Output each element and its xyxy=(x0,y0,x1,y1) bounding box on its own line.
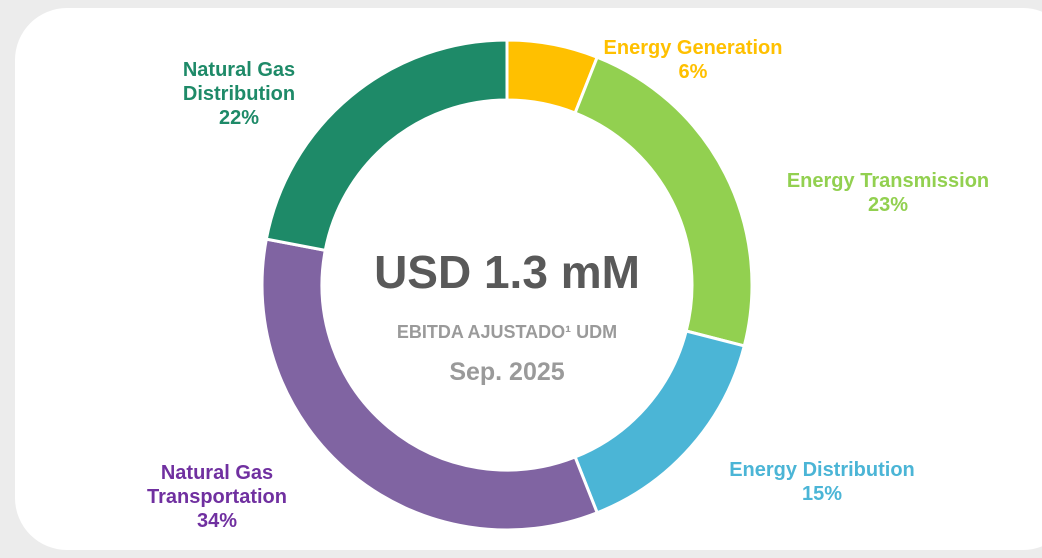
value-label: 34% xyxy=(196,510,238,532)
value-label: 15% xyxy=(801,483,843,505)
category-name: Energy Distribution xyxy=(729,459,915,481)
category-name: Energy Transmission xyxy=(786,170,990,192)
slice-label: Energy Distribution 15% xyxy=(692,458,952,506)
slices xyxy=(260,38,754,532)
center-title: USD 1.3 mM xyxy=(374,246,640,298)
slice xyxy=(573,55,754,348)
slice xyxy=(264,38,509,253)
category-name: Energy Generation xyxy=(603,37,783,59)
category-name: Natural Gas Distribution xyxy=(182,59,296,105)
slice-label: Energy Transmission 23% xyxy=(743,169,1033,217)
slice xyxy=(260,237,600,532)
value-label: 22% xyxy=(218,107,260,129)
category-name: Natural Gas Transportation xyxy=(146,462,287,508)
slice-label: Natural Gas Transportation 34% xyxy=(127,461,307,533)
slice-label: Natural Gas Distribution 22% xyxy=(154,58,324,130)
center-subtitle: EBITDA AJUSTADO¹ UDM xyxy=(397,322,617,342)
slice-label: Energy Generation 6% xyxy=(563,36,823,84)
center-date: Sep. 2025 xyxy=(449,358,564,386)
value-label: 23% xyxy=(867,194,909,216)
value-label: 6% xyxy=(678,61,708,83)
